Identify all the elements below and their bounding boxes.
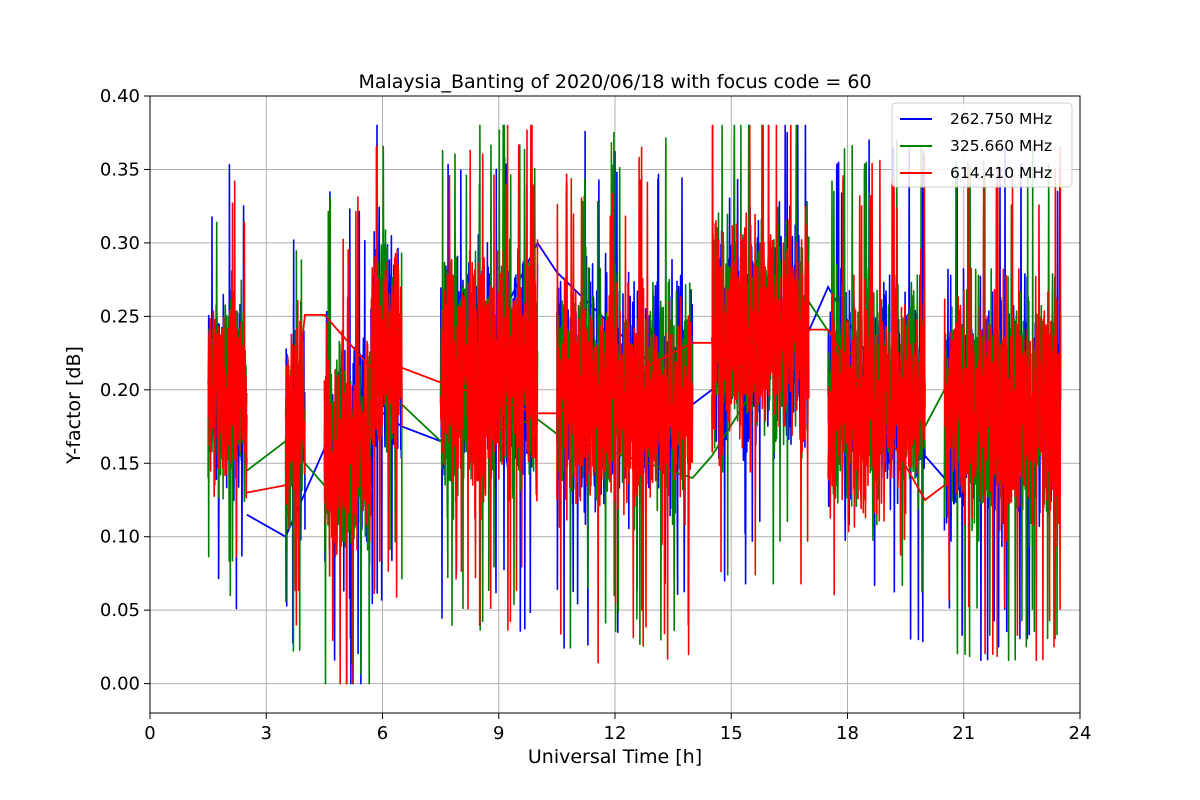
y-tick-label: 0.15 <box>100 453 140 474</box>
x-tick-label: 0 <box>144 723 155 744</box>
x-tick-label: 18 <box>836 723 859 744</box>
x-tick-label: 21 <box>952 723 975 744</box>
x-axis-label: Universal Time [h] <box>528 746 702 768</box>
x-tick-label: 15 <box>720 723 743 744</box>
y-tick-label: 0.00 <box>100 674 140 695</box>
x-tick-label: 6 <box>377 723 388 744</box>
y-tick-label: 0.30 <box>100 233 140 254</box>
y-tick-label: 0.05 <box>100 600 140 621</box>
legend-label: 325.660 MHz <box>950 137 1052 155</box>
x-axis: 0 3 6 9 12 15 18 21 24 <box>144 713 1091 744</box>
y-tick-label: 0.35 <box>100 159 140 180</box>
x-tick-label: 9 <box>493 723 504 744</box>
y-tick-label: 0.25 <box>100 306 140 327</box>
x-tick-label: 12 <box>604 723 627 744</box>
legend: 262.750 MHz 325.660 MHz 614.410 MHz <box>891 102 1073 188</box>
series-trace <box>439 124 539 631</box>
y-axis-label: Y-factor [dB] <box>63 346 85 465</box>
plot-area <box>207 124 1062 685</box>
series-trace <box>943 146 1062 662</box>
series-trace <box>556 146 694 664</box>
series-trace <box>284 299 306 626</box>
legend-label: 614.410 MHz <box>950 164 1052 182</box>
legend-label: 262.750 MHz <box>950 110 1052 128</box>
series-3 <box>207 124 1062 685</box>
series-trace <box>370 146 403 598</box>
series-trace <box>827 153 926 596</box>
x-tick-label: 3 <box>261 723 272 744</box>
y-tick-label: 0.10 <box>100 527 140 548</box>
x-tick-label: 24 <box>1069 723 1092 744</box>
legend-box <box>891 102 1073 188</box>
series-trace <box>323 196 372 685</box>
y-tick-label: 0.40 <box>100 86 140 107</box>
series-trace <box>711 124 810 585</box>
chart-title: Malaysia_Banting of 2020/06/18 with focu… <box>358 71 871 93</box>
y-axis: 0.00 0.05 0.10 0.15 0.20 0.25 0.30 0.35 0.40 <box>100 86 150 695</box>
series-trace <box>207 180 248 558</box>
y-tick-label: 0.20 <box>100 380 140 401</box>
